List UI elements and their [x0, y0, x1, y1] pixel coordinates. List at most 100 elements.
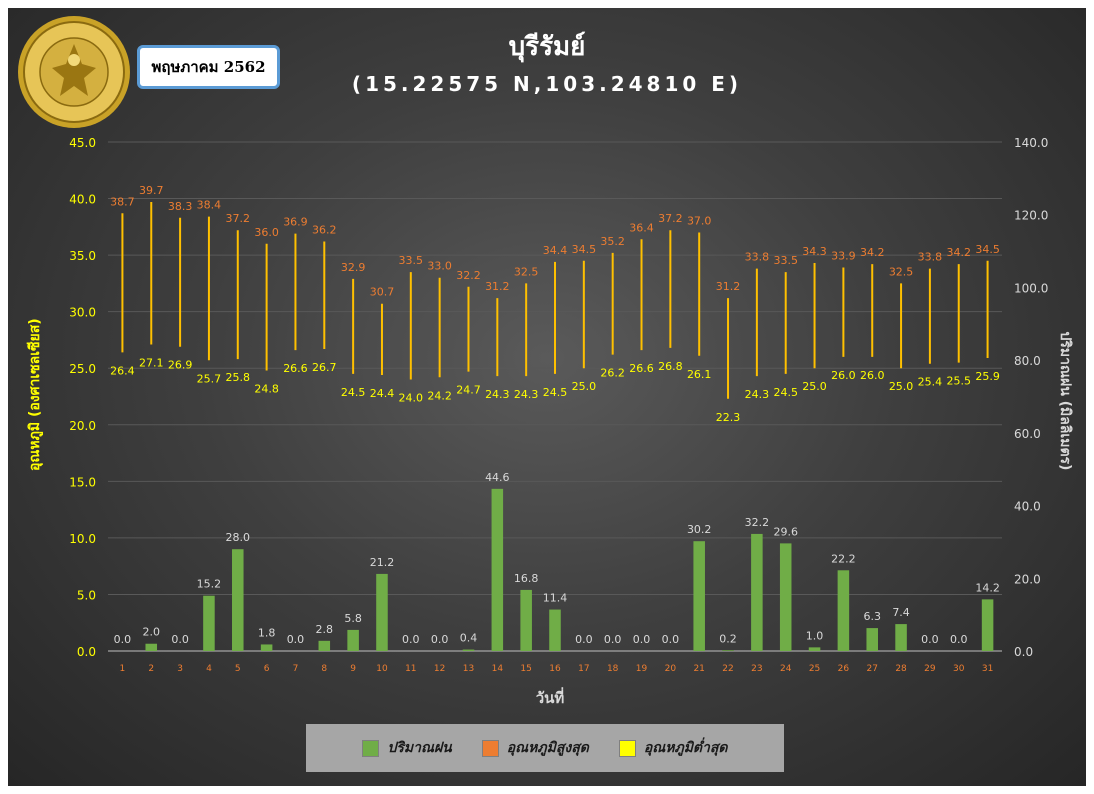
x-tick-label: 15 — [520, 664, 531, 674]
rain-data-label: 2.8 — [316, 623, 334, 636]
tmin-data-label: 25.7 — [197, 372, 222, 385]
rain-data-label: 30.2 — [687, 523, 712, 536]
tmin-data-label: 24.3 — [485, 388, 510, 401]
x-tick-label: 12 — [434, 664, 445, 674]
x-tick-label: 10 — [376, 664, 388, 674]
rain-data-label: 22.2 — [831, 552, 856, 565]
rain-data-label: 1.0 — [806, 629, 824, 642]
x-tick-label: 7 — [293, 664, 299, 674]
tmax-data-label: 37.2 — [226, 212, 251, 225]
legend-swatch-rain — [362, 739, 380, 757]
right-axis-title: ปริมาณฝน (มิลลิเมตร) — [1057, 331, 1073, 471]
left-tick-label: 45.0 — [69, 136, 96, 150]
rain-bar — [779, 543, 792, 651]
rain-bar — [549, 609, 561, 651]
tmax-data-label: 38.3 — [168, 200, 193, 213]
tmin-data-label: 24.5 — [543, 386, 568, 399]
tmax-data-label: 33.5 — [773, 254, 798, 267]
tmin-data-label: 26.0 — [860, 369, 885, 382]
x-tick-label: 14 — [492, 664, 504, 674]
rain-bar — [693, 541, 705, 651]
left-tick-label: 20.0 — [69, 419, 96, 433]
left-tick-label: 15.0 — [69, 475, 96, 489]
rain-bar — [722, 650, 734, 651]
tmax-data-label: 37.2 — [658, 212, 683, 225]
left-tick-label: 35.0 — [69, 249, 96, 263]
tmin-data-label: 25.5 — [946, 375, 971, 388]
tmax-data-label: 33.5 — [399, 254, 424, 267]
station-coordinates: (15.22575 N,103.24810 E) — [351, 72, 743, 96]
tmin-data-label: 25.0 — [802, 380, 827, 393]
rain-bar — [347, 629, 359, 651]
x-tick-label: 21 — [693, 664, 704, 674]
legend-item-rain: ปริมาณฝน — [362, 737, 452, 759]
rain-data-label: 0.0 — [402, 633, 420, 646]
left-tick-label: 5.0 — [77, 588, 96, 602]
rain-data-label: 6.3 — [863, 610, 881, 623]
rain-bar — [808, 647, 821, 651]
tmax-data-label: 34.5 — [572, 243, 597, 256]
legend-item-tmax: อุณหภูมิสูงสุด — [481, 737, 589, 759]
x-tick-label: 8 — [321, 664, 327, 674]
rain-bar — [318, 640, 331, 651]
legend-label-rain: ปริมาณฝน — [387, 740, 452, 756]
right-tick-label: 140.0 — [1014, 136, 1048, 150]
x-tick-label: 24 — [780, 664, 792, 674]
x-tick-label: 26 — [838, 664, 850, 674]
x-axis-title: วันที่ — [535, 689, 565, 707]
rain-bar — [376, 573, 388, 651]
rain-data-label: 0.0 — [950, 633, 968, 646]
tmin-data-label: 25.8 — [226, 371, 251, 384]
rain-data-label: 5.8 — [344, 612, 362, 625]
tmin-data-label: 24.4 — [370, 387, 395, 400]
rain-bar — [491, 488, 504, 651]
left-tick-label: 40.0 — [69, 193, 96, 207]
tmin-data-label: 26.6 — [629, 362, 654, 375]
left-tick-label: 10.0 — [69, 532, 96, 546]
x-tick-label: 19 — [636, 664, 648, 674]
tmin-data-label: 24.5 — [341, 386, 366, 399]
tmin-data-label: 26.1 — [687, 368, 712, 381]
rain-data-label: 15.2 — [197, 578, 222, 591]
rain-data-label: 0.4 — [460, 632, 478, 645]
rain-data-label: 29.6 — [773, 525, 798, 538]
tmax-data-label: 36.4 — [629, 221, 654, 234]
tmin-data-label: 26.8 — [658, 360, 683, 373]
rain-data-label: 0.0 — [575, 633, 593, 646]
tmin-data-label: 26.7 — [312, 361, 337, 374]
tmax-data-label: 33.8 — [745, 251, 770, 264]
chart-panel — [8, 8, 1086, 786]
tmax-data-label: 32.5 — [514, 265, 539, 278]
x-tick-label: 22 — [722, 664, 733, 674]
legend-label-tmin: อุณหภูมิต่ำสุด — [643, 740, 728, 756]
rain-data-label: 0.0 — [604, 633, 622, 646]
rain-bar — [203, 595, 215, 651]
rain-bar — [895, 624, 907, 651]
legend-label-tmax: อุณหภูมิสูงสุด — [506, 740, 589, 756]
rain-data-label: 0.0 — [633, 633, 651, 646]
rain-bar — [260, 644, 273, 651]
tmin-data-label: 26.0 — [831, 369, 856, 382]
tmin-data-label: 22.3 — [716, 411, 741, 424]
right-tick-label: 20.0 — [1014, 572, 1041, 586]
tmax-data-label: 39.7 — [139, 184, 164, 197]
left-tick-label: 25.0 — [69, 362, 96, 376]
rain-data-label: 0.0 — [662, 633, 680, 646]
month-label: พฤษภาคม 2562 — [137, 45, 280, 89]
x-tick-label: 13 — [463, 664, 474, 674]
legend-swatch-tmax — [481, 739, 499, 757]
rain-data-label: 1.8 — [258, 626, 276, 639]
rain-data-label: 44.6 — [485, 471, 510, 484]
tmax-data-label: 36.0 — [254, 226, 279, 239]
right-tick-label: 40.0 — [1014, 500, 1041, 514]
right-tick-label: 120.0 — [1014, 209, 1048, 223]
x-tick-label: 31 — [982, 664, 993, 674]
tmax-data-label: 34.2 — [860, 246, 885, 259]
rain-data-label: 14.2 — [975, 581, 1000, 594]
x-tick-label: 6 — [264, 664, 270, 674]
x-tick-label: 11 — [405, 664, 416, 674]
rain-bar — [981, 599, 994, 651]
x-tick-label: 4 — [206, 664, 212, 674]
